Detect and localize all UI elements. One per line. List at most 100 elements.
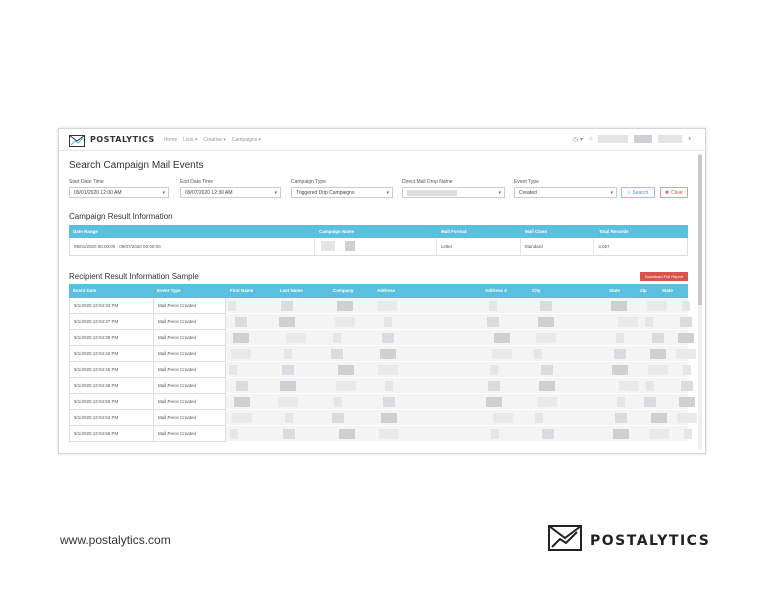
close-icon: ✖	[664, 189, 670, 196]
redacted-drop-name	[407, 190, 457, 196]
table-header: Event Date Event Type First Name Last Na…	[69, 284, 688, 298]
nav-home[interactable]: Home	[163, 136, 178, 143]
col-city[interactable]: City	[532, 288, 541, 293]
nav-lists[interactable]: Lists ▾	[183, 136, 198, 143]
redacted-account	[634, 135, 653, 143]
redacted-cell	[333, 333, 341, 343]
redacted-cell	[652, 333, 664, 343]
col-mail-format[interactable]: Mail Format	[441, 229, 467, 234]
redacted-cell	[234, 397, 250, 407]
cell-event-date: 9/1/2020 12:04:56 PM	[69, 426, 153, 442]
redacted-cell	[493, 413, 513, 423]
redacted-recipient-data	[226, 394, 695, 410]
drop-name-select[interactable]: ▾	[402, 187, 505, 198]
brand-name[interactable]: POSTALYTICS	[90, 135, 155, 144]
redacted-cell	[336, 381, 356, 391]
col-event-date[interactable]: Event Date	[73, 288, 97, 293]
chevron-down-icon[interactable]: ▾	[688, 136, 691, 142]
campaign-type-value: Triggered Drip Campaigns	[296, 190, 355, 196]
cell-event-date: 9/1/2020 12:04:39 PM	[69, 330, 153, 346]
table-row[interactable]: 9/1/2020 12:04:39 PM Mail Piece Created	[69, 330, 694, 346]
footer-brand-name: POSTALYTICS	[590, 532, 711, 549]
cell-mail-class: Standard	[521, 238, 595, 255]
nav-campaigns[interactable]: Campaigns ▾	[231, 136, 262, 143]
col-state-2[interactable]: State	[662, 288, 674, 293]
col-address-2[interactable]: Address 2	[485, 288, 507, 293]
redacted-cell	[616, 333, 624, 343]
col-state[interactable]: State	[609, 288, 621, 293]
download-report-button[interactable]: Download Full Report	[640, 272, 688, 281]
col-zip[interactable]: Zip	[640, 288, 647, 293]
redacted-cell	[676, 349, 696, 359]
redacted-cell	[334, 397, 342, 407]
search-icon: ⌕	[627, 189, 631, 196]
cell-event-date: 9/1/2020 12:04:50 PM	[69, 394, 153, 410]
cell-event-date: 9/1/2020 12:04:48 PM	[69, 378, 153, 394]
nav-creative[interactable]: Creative ▾	[203, 136, 226, 143]
table-row[interactable]: 9/1/2020 12:04:42 PM Mail Piece Created	[69, 346, 696, 362]
cell-date-range: 09/01/2020 00:00:00 - 09/07/2020 00:00:0…	[70, 238, 316, 255]
user-icon[interactable]: ⌂	[588, 136, 593, 142]
cell-event-type: Mail Piece Created	[153, 330, 226, 346]
envelope-logo-icon[interactable]	[69, 134, 85, 147]
col-last-name[interactable]: Last Name	[280, 288, 303, 293]
table-row[interactable]: 9/1/2020 12:04:48 PM Mail Piece Created	[69, 378, 693, 394]
campaign-result-table: Date Range Campaign Name Mail Format Mai…	[69, 225, 688, 256]
start-date-select[interactable]: 09/01/2020 12:00 AM ▾	[69, 187, 169, 198]
table-row[interactable]: 9/1/2020 12:04:56 PM Mail Piece Created	[69, 426, 692, 442]
table-row[interactable]: 9/1/2020 12:04:53 PM Mail Piece Created	[69, 410, 697, 426]
redacted-cell	[377, 301, 397, 311]
col-campaign-name[interactable]: Campaign Name	[319, 229, 355, 234]
redacted-cell	[611, 301, 627, 311]
caret-down-icon: ▾	[274, 190, 277, 196]
col-first-name[interactable]: First Name	[230, 288, 254, 293]
end-date-select[interactable]: 09/07/2020 12:30 AM ▾	[180, 187, 281, 198]
redacted-cell	[538, 317, 554, 327]
redacted-username	[598, 135, 629, 143]
event-type-select[interactable]: Created ▾	[514, 187, 617, 198]
col-date-range[interactable]: Date Range	[73, 229, 98, 234]
col-mail-class[interactable]: Mail Class	[525, 229, 548, 234]
redacted-campaign-name	[345, 241, 356, 251]
app-screenshot-frame: POSTALYTICS Home Lists ▾ Creative ▾ Camp…	[58, 128, 706, 454]
search-button[interactable]: ⌕ Search	[621, 187, 655, 198]
cell-event-date: 9/1/2020 12:04:42 PM	[69, 346, 153, 362]
cell-event-date: 9/1/2020 12:04:37 PM	[69, 314, 153, 330]
table-row[interactable]: 9/1/2020 12:04:37 PM Mail Piece Created	[69, 314, 692, 330]
col-total-records[interactable]: Total Records	[599, 229, 629, 234]
redacted-recipient-data	[226, 362, 691, 378]
redacted-cell	[378, 365, 398, 375]
redacted-cell	[283, 429, 295, 439]
redacted-cell	[680, 317, 692, 327]
top-navbar: POSTALYTICS Home Lists ▾ Creative ▾ Camp…	[59, 129, 705, 151]
help-icon[interactable]: ◷ ▾	[572, 136, 583, 143]
vertical-scrollbar[interactable]	[698, 153, 702, 449]
scrollbar-thumb[interactable]	[698, 155, 702, 305]
redacted-account-name[interactable]	[658, 135, 683, 143]
col-event-type[interactable]: Event Type	[157, 288, 181, 293]
table-row[interactable]: 9/1/2020 12:04:50 PM Mail Piece Created	[69, 394, 695, 410]
redacted-cell	[619, 381, 639, 391]
redacted-cell	[494, 333, 510, 343]
table-row[interactable]: 9/1/2020 12:04:45 PM Mail Piece Created	[69, 362, 691, 378]
redacted-cell	[679, 397, 695, 407]
clear-button[interactable]: ✖ Clear	[660, 187, 688, 198]
caret-down-icon: ▾	[162, 190, 165, 196]
start-date-value: 09/01/2020 12:00 AM	[74, 190, 122, 196]
col-company[interactable]: Company	[333, 288, 354, 293]
footer-website-url[interactable]: www.postalytics.com	[60, 533, 171, 547]
cell-total-records: 3,067	[598, 244, 610, 249]
table-row[interactable]: 9/1/2020 12:04:33 PM Mail Piece Created	[69, 298, 690, 314]
caret-down-icon: ▾	[386, 190, 389, 196]
campaign-result-title: Campaign Result Information	[69, 212, 173, 221]
col-address[interactable]: Address	[377, 288, 396, 293]
recipient-result-table: Event Date Event Type First Name Last Na…	[69, 284, 697, 442]
redacted-cell	[489, 301, 497, 311]
recipient-result-title: Recipient Result Information Sample	[69, 272, 199, 281]
redacted-cell	[486, 397, 502, 407]
campaign-type-select[interactable]: Triggered Drip Campaigns ▾	[291, 187, 393, 198]
redacted-cell	[331, 349, 343, 359]
redacted-cell	[647, 301, 667, 311]
user-menu-area: ◷ ▾ ⌂ ▾	[573, 135, 691, 143]
caret-down-icon: ▾	[610, 190, 613, 196]
